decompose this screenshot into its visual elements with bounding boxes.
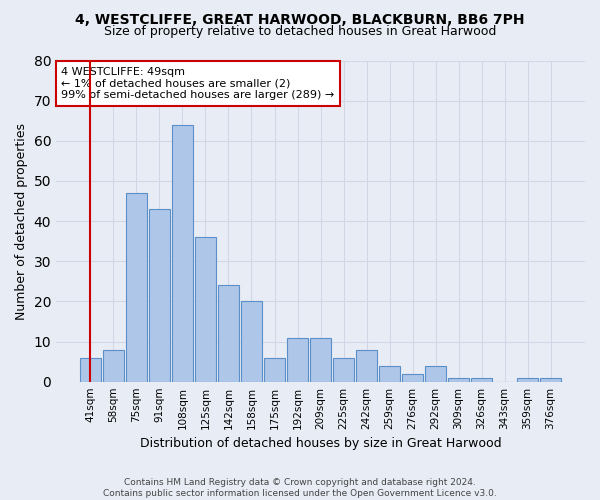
Bar: [471, 378, 492, 382]
Text: 4, WESTCLIFFE, GREAT HARWOOD, BLACKBURN, BB6 7PH: 4, WESTCLIFFE, GREAT HARWOOD, BLACKBURN,…: [75, 12, 525, 26]
Bar: [149, 209, 170, 382]
Bar: [103, 350, 124, 382]
Bar: [126, 193, 147, 382]
Bar: [195, 237, 216, 382]
Bar: [172, 124, 193, 382]
Bar: [540, 378, 561, 382]
Bar: [402, 374, 423, 382]
Bar: [517, 378, 538, 382]
Bar: [333, 358, 354, 382]
Bar: [448, 378, 469, 382]
Bar: [218, 286, 239, 382]
Y-axis label: Number of detached properties: Number of detached properties: [15, 122, 28, 320]
X-axis label: Distribution of detached houses by size in Great Harwood: Distribution of detached houses by size …: [140, 437, 502, 450]
Text: Size of property relative to detached houses in Great Harwood: Size of property relative to detached ho…: [104, 25, 496, 38]
Text: Contains HM Land Registry data © Crown copyright and database right 2024.
Contai: Contains HM Land Registry data © Crown c…: [103, 478, 497, 498]
Bar: [310, 338, 331, 382]
Text: 4 WESTCLIFFE: 49sqm
← 1% of detached houses are smaller (2)
99% of semi-detached: 4 WESTCLIFFE: 49sqm ← 1% of detached hou…: [61, 67, 335, 100]
Bar: [80, 358, 101, 382]
Bar: [379, 366, 400, 382]
Bar: [287, 338, 308, 382]
Bar: [241, 302, 262, 382]
Bar: [264, 358, 285, 382]
Bar: [356, 350, 377, 382]
Bar: [425, 366, 446, 382]
